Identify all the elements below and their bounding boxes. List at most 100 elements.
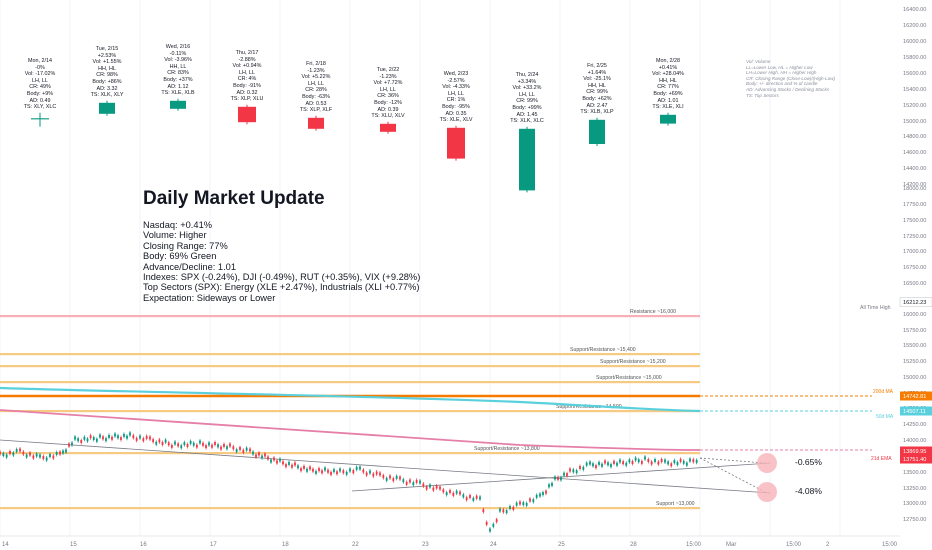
price-candle-body	[385, 477, 388, 481]
day-card-line: AD: 0.32	[236, 89, 258, 96]
price-candle-body	[479, 496, 481, 500]
level-band	[0, 353, 700, 356]
day-card-line: LH, LL	[448, 90, 464, 97]
day-card-line: HH, LL	[169, 63, 187, 70]
price-candle-body	[489, 528, 491, 532]
price-candle-body	[359, 466, 361, 470]
price-candle-body	[515, 502, 518, 506]
legend-line: TS: Top Sectors	[746, 92, 779, 98]
day-card-line: AD: 1.45	[516, 111, 538, 118]
price-candle-body	[86, 438, 89, 442]
price-candle-body	[132, 435, 135, 439]
day-card-body	[170, 100, 186, 109]
price-candle-body	[267, 456, 269, 460]
day-card-line: Body: -91%	[233, 82, 261, 89]
day-card: Fri, 2/18 -1.23% Vol: +5.22% LH, LL CR: 28% B…	[281, 61, 351, 114]
chart-grid	[0, 0, 841, 536]
day-card: Tue, 2/22 -1.23% Vol: +7.72% LH, LL CR: 36% B…	[353, 67, 423, 120]
price-candle-body	[682, 460, 685, 464]
projection-label: -4.08%	[795, 486, 822, 496]
price-candle-body	[285, 464, 287, 468]
trend-line	[0, 439, 771, 494]
price-candle-body	[5, 454, 8, 458]
price-candle-body	[189, 440, 192, 444]
day-card-line: TS: XLE, XLI	[652, 104, 684, 111]
price-candle-body	[435, 485, 438, 489]
price-candle-body	[232, 446, 235, 450]
price-candle-body	[551, 482, 553, 486]
level-label: Support/Resistance ~15,200	[600, 359, 666, 365]
price-candle-body	[650, 461, 653, 465]
day-card-body	[380, 123, 396, 132]
day-card-body	[660, 114, 676, 124]
price-candle-body	[83, 436, 86, 440]
price-candle-body	[554, 476, 556, 480]
price-candle-body	[409, 479, 411, 483]
price-candle-body	[572, 469, 575, 473]
day-card: Thu, 2/24 +3.34% Vol: +33.2% LH, LL CR: 99% B…	[492, 72, 562, 125]
price-candle-body	[89, 435, 92, 439]
price-tick-label: 14600.00	[903, 150, 926, 156]
price-candle-body	[170, 444, 173, 448]
price-candle-body	[306, 468, 308, 472]
price-candle-body	[575, 470, 578, 474]
time-tick-label: 23	[422, 542, 429, 548]
summary-line: Advance/Decline: 1.01	[143, 261, 237, 272]
day-card-line: Vol: +33.2%	[512, 85, 542, 92]
level-band	[0, 381, 700, 384]
price-candle-body	[223, 443, 225, 447]
market-summary: Nasdaq: +0.41% Volume: Higher Closing Ra…	[143, 220, 420, 303]
summary-line: Nasdaq: +0.41%	[143, 220, 213, 230]
price-candle-body	[339, 468, 341, 472]
price-candle-body	[579, 466, 581, 469]
time-tick-label: 24	[490, 542, 497, 548]
price-candle-body	[186, 444, 189, 447]
ema21-line	[0, 409, 701, 451]
day-card-line: Vol: +28.04%	[652, 71, 684, 78]
projection-target	[757, 453, 777, 473]
price-candle-body	[142, 438, 145, 442]
price-candle-body	[52, 455, 55, 459]
price-candle-body	[192, 442, 195, 446]
day-card-line: Wed, 2/23	[443, 71, 469, 77]
price-candle-body	[349, 468, 351, 472]
price-candle-body	[12, 452, 15, 456]
page-title: Daily Market Update	[143, 188, 325, 209]
day-card-line: Vol: -17.02%	[24, 71, 56, 78]
price-candle-body	[19, 448, 21, 452]
price-candle-body	[327, 469, 329, 473]
day-card-line: AD: 2.47	[586, 102, 608, 109]
price-axis[interactable]: 16400.00 16200.00 16000.00 15800.00 15600.00…	[860, 7, 932, 523]
price-tick-label: 13000.00	[903, 501, 926, 507]
day-card-line: Mon, 2/28	[656, 58, 680, 64]
level-band	[0, 452, 700, 455]
day-card-line: AD: 0.39	[377, 106, 399, 113]
price-candle-body	[261, 455, 263, 459]
price-candle-body	[412, 482, 415, 486]
price-candle-body	[585, 462, 588, 466]
level-label: Resistance ~16,000	[630, 309, 676, 315]
price-tick-label: 14800.00	[903, 134, 926, 140]
price-candle-body	[9, 451, 11, 454]
price-candle-body	[622, 461, 625, 465]
day-card-line: CR: 36%	[377, 93, 399, 100]
price-candle-body	[126, 435, 128, 439]
day-card: Mon, 2/14 -0% Vol: -17.02% LH, LL CR: 49% Bod…	[5, 58, 75, 111]
day-card-body	[308, 117, 324, 129]
price-tick-label: 16750.00	[903, 265, 926, 271]
support-resistance-levels: Resistance ~16,000 Support/Resistance ~15…	[0, 309, 700, 510]
day-card-line: -0.11%	[169, 50, 187, 57]
time-axis[interactable]: 14 15 16 17 18 22 23 24 25 28 15:00 Mar 15:00 2 15:00	[0, 535, 900, 548]
price-candle-body	[199, 440, 201, 444]
day-card-body	[589, 119, 605, 144]
price-candle-body	[402, 479, 405, 483]
price-candle-body	[74, 436, 76, 440]
price-candle-body	[475, 495, 478, 499]
time-tick-label: 15:00	[786, 542, 802, 548]
price-candle-body	[598, 461, 600, 465]
price-candle-body	[318, 468, 320, 472]
price-candle-body	[392, 478, 395, 482]
price-candle-body	[525, 502, 528, 506]
day-card-line: TS: XLE, XLB	[161, 90, 195, 97]
price-tick-label: 14400.00	[903, 166, 926, 172]
